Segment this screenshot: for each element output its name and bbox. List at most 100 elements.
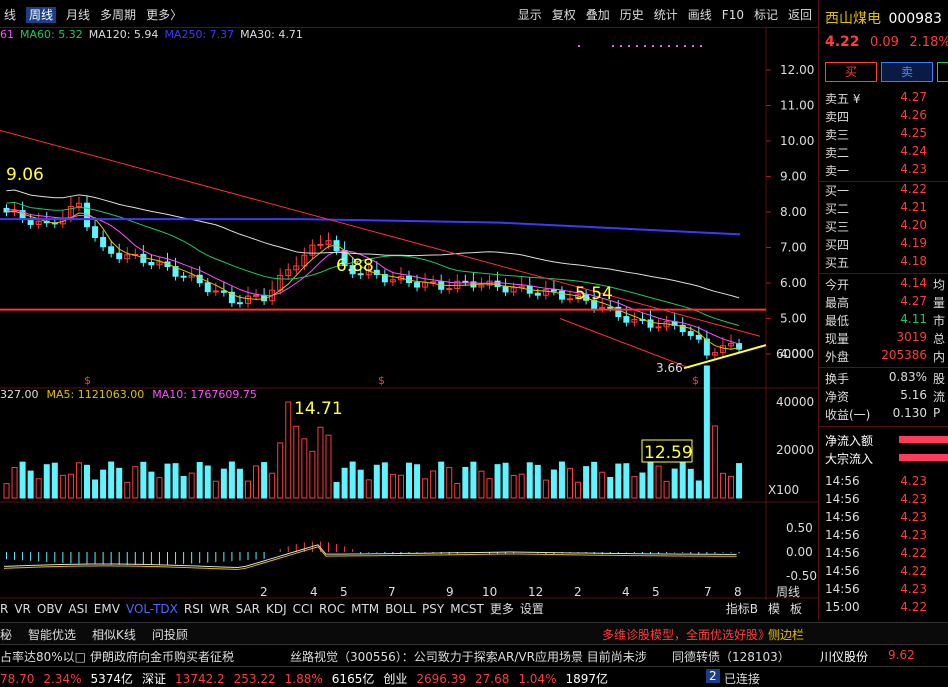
indicator-tab[interactable]: ASI (68, 602, 88, 616)
tool-button[interactable]: 历史 (619, 8, 644, 22)
volume-bar (277, 442, 284, 499)
high-label: 9.06 (6, 165, 44, 185)
stat-value: 5.16 (900, 388, 927, 402)
more-trade-button[interactable] (937, 62, 948, 82)
volume-bar (92, 479, 99, 499)
ma-legend-item: MA60: 5.32 (20, 28, 83, 41)
news-item[interactable]: 丝路视觉（300556）：公司致力于探索AR/VR应用场景 目前尚未涉 (290, 650, 647, 664)
candle-body (381, 273, 388, 283)
indicator-tab[interactable]: EMV (93, 602, 120, 616)
index-value: 1.04% (518, 672, 557, 686)
tool-button[interactable]: 返回 (787, 8, 812, 22)
volume-bar (309, 450, 316, 499)
stat-side: 流 (933, 390, 946, 404)
tool-button[interactable]: 标记 (753, 8, 778, 22)
bid-label: 买五 (825, 256, 850, 270)
function-item[interactable]: 相似K线 (92, 628, 136, 642)
tool-button[interactable]: 复权 (551, 8, 576, 22)
volume-bar (357, 469, 364, 499)
buy-button[interactable]: 买 (825, 62, 877, 82)
tick-price: 4.23 (900, 528, 927, 542)
indicator-tab[interactable]: KDJ (265, 602, 287, 616)
indicator-tab[interactable]: RSI (183, 602, 204, 616)
volume-bar (550, 469, 557, 499)
news-item[interactable]: 占率达80%以□ (0, 650, 87, 664)
promo-link[interactable]: 多维诊股模型，全面优选好股》 (602, 628, 771, 642)
marker-dot (578, 45, 580, 47)
flow-row: 净流入额 (825, 432, 948, 450)
bid-row: 买四 4.19 (825, 236, 948, 254)
tool-button[interactable]: 显示 (517, 8, 542, 22)
sidebar-toggle[interactable]: 侧边栏 (768, 628, 805, 642)
indicator-tab[interactable]: BOLL (385, 602, 416, 616)
function-item[interactable]: 秘 (0, 628, 13, 642)
period-tab[interactable]: 多周期 (100, 8, 137, 22)
divider (819, 181, 948, 182)
stat-side: P (933, 406, 941, 420)
indicator-tab[interactable]: R (0, 602, 9, 616)
candle-body (615, 306, 622, 318)
volume-bar (116, 467, 123, 499)
indicator-tab[interactable]: 设置 (519, 602, 544, 616)
indicator-option[interactable]: 板 (789, 602, 802, 616)
volume-bar (510, 474, 517, 499)
indicator-tab[interactable]: ROC (318, 602, 346, 616)
volume-bar (494, 464, 501, 499)
volume-bar (655, 465, 662, 499)
news-item[interactable]: 伊朗政府向金币购买者征税 (90, 650, 235, 664)
volume-bar (35, 478, 42, 499)
stat-side: 市 (933, 314, 946, 328)
indicator-option[interactable]: 模 (767, 602, 780, 616)
indicator-tab[interactable]: PSY (422, 602, 445, 616)
tool-button[interactable]: 叠加 (585, 8, 610, 22)
indicator-option[interactable]: 指标B (725, 602, 758, 616)
tick-time: 14:56 (825, 582, 860, 596)
kline-chart-area[interactable]: 12.00 11.00 10.00 9.00 8.00 7.00 6.00 5.00 4.00 9… (0, 28, 818, 600)
volume-bar (188, 472, 195, 499)
stat-value: 0.130 (892, 406, 927, 420)
indicator-tab[interactable]: MCST (450, 602, 484, 616)
candle-body (228, 291, 235, 304)
tick-price: 4.22 (900, 600, 927, 614)
indicator-tab[interactable]: 更多 (489, 602, 514, 616)
volume-bar (59, 474, 66, 499)
ma250-line (0, 218, 741, 236)
stock-quote: 4.22 0.09 2.18% (825, 34, 948, 50)
news-item[interactable]: 同德转债（128103） (672, 650, 790, 664)
tool-button[interactable]: F10 (721, 8, 744, 22)
indicator-tab[interactable]: MTM (351, 602, 380, 616)
indicator-tab[interactable]: OBV (36, 602, 63, 616)
indicator-tab[interactable]: VR (14, 602, 31, 616)
ask-label: 卖一 (825, 164, 850, 178)
marker-dot (676, 45, 678, 47)
watch-stock-price: 9.62 (888, 648, 915, 662)
ma60-line (6, 201, 740, 326)
candle-body (236, 302, 243, 305)
tool-button[interactable]: 画线 (687, 8, 712, 22)
stat-label: 最低 (825, 314, 850, 328)
period-tab[interactable]: 更多〉 (146, 8, 183, 22)
tick-price: 4.22 (900, 546, 927, 560)
indicator-tab[interactable]: VOL-TDX (125, 602, 178, 616)
period-tab[interactable]: 月线 (66, 8, 91, 22)
candle-body (462, 280, 469, 283)
volume-bar (269, 472, 276, 499)
function-item[interactable]: 智能优选 (28, 628, 77, 642)
period-tab[interactable]: 周线 (26, 7, 57, 23)
period-tab[interactable]: 线 (4, 8, 17, 22)
divider (819, 426, 948, 427)
candle-body (494, 280, 501, 288)
candle-body (478, 284, 485, 288)
candle-body (35, 220, 42, 225)
tool-button[interactable]: 统计 (653, 8, 678, 22)
volume-bar (462, 466, 469, 499)
indicator-tab[interactable]: CCI (292, 602, 313, 616)
ma-legend-item: 61 (0, 28, 14, 41)
function-item[interactable]: 问投顾 (151, 628, 188, 642)
watch-stock-name[interactable]: 川仪股份 (820, 650, 869, 664)
price-axis-label: 11.00 (780, 99, 814, 113)
volume-bar (542, 479, 549, 499)
indicator-tab[interactable]: SAR (235, 602, 260, 616)
sell-button[interactable]: 卖 (881, 62, 933, 82)
indicator-tab[interactable]: WR (209, 602, 230, 616)
